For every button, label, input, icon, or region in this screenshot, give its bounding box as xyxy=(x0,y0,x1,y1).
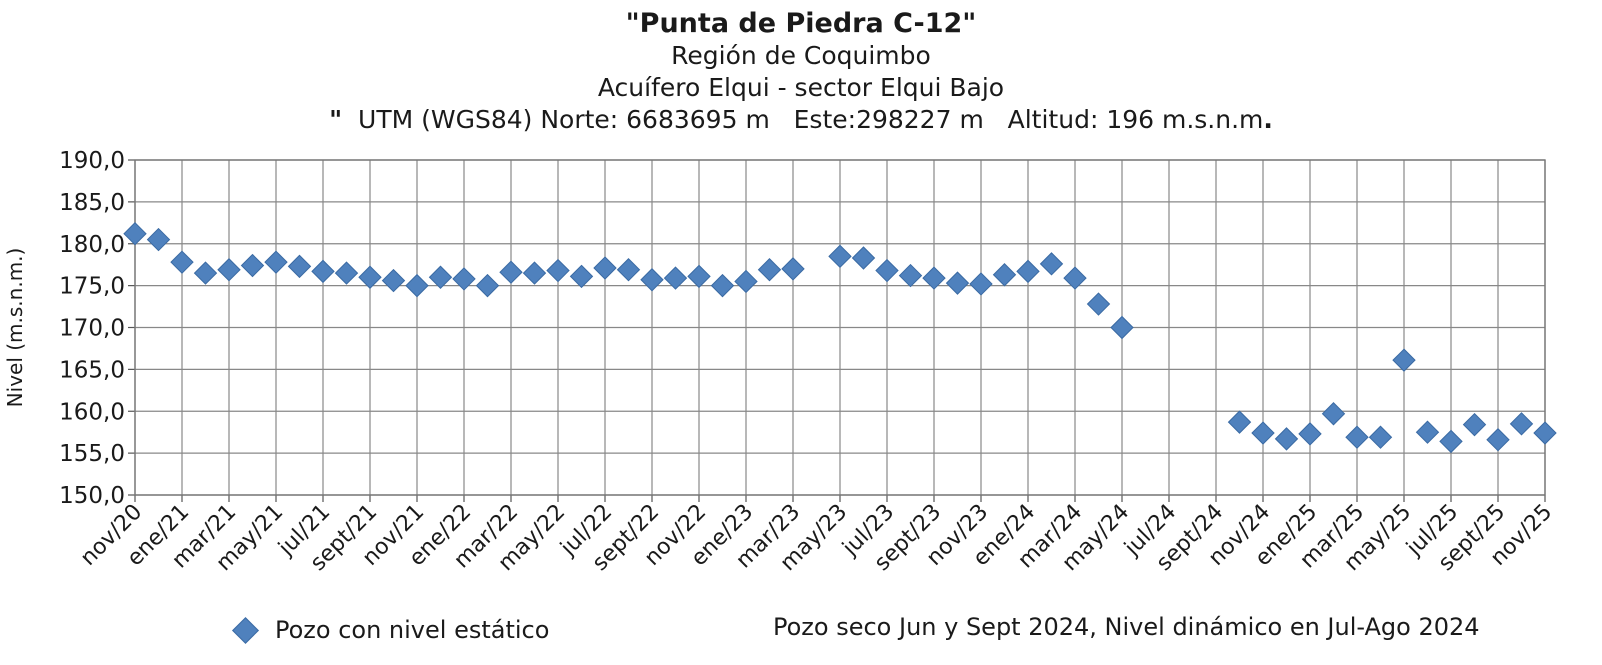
data-point xyxy=(710,273,735,298)
data-point xyxy=(1345,425,1369,449)
data-point xyxy=(945,271,970,295)
data-point xyxy=(828,244,852,269)
chart-subtitle-coords-line: " UTM (WGS84) Norte: 6683695 m Este:2982… xyxy=(0,104,1602,136)
data-point xyxy=(1086,292,1111,316)
chart-title-block: "Punta de Piedra C-12" Región de Coquimb… xyxy=(0,8,1602,136)
data-point xyxy=(663,266,688,290)
data-point xyxy=(428,265,453,289)
data-point xyxy=(1227,410,1252,434)
chart-title: "Punta de Piedra C-12" xyxy=(625,8,977,39)
data-point xyxy=(1016,259,1040,284)
data-point xyxy=(123,221,147,246)
data-point xyxy=(969,272,993,296)
y-tick-label: 150,0 xyxy=(59,483,125,509)
data-point xyxy=(593,256,617,280)
coords-prefix-mark: " xyxy=(329,105,343,134)
data-point xyxy=(405,273,429,298)
data-point xyxy=(616,258,641,282)
data-point xyxy=(1486,428,1510,452)
data-point xyxy=(757,258,782,282)
plot-area-frame xyxy=(134,159,1546,496)
y-tick-label: 160,0 xyxy=(59,399,125,425)
data-point xyxy=(381,268,406,293)
data-point xyxy=(992,263,1017,287)
data-point xyxy=(875,258,899,283)
data-point xyxy=(1251,421,1275,445)
data-point xyxy=(1368,425,1393,449)
data-point xyxy=(640,268,664,292)
data-point xyxy=(1039,252,1064,276)
chart-subtitle-region: Región de Coquimbo xyxy=(671,41,931,70)
data-point xyxy=(569,264,594,289)
data-point xyxy=(475,273,500,298)
y-tick-label: 180,0 xyxy=(59,232,125,258)
y-tick-label: 185,0 xyxy=(59,190,125,216)
data-point xyxy=(1298,422,1322,446)
data-point xyxy=(898,263,923,288)
chart-annotation: Pozo seco Jun y Sept 2024, Nivel dinámic… xyxy=(773,613,1480,641)
data-point xyxy=(922,266,946,290)
y-tick-label: 175,0 xyxy=(59,274,125,300)
data-point xyxy=(358,265,382,289)
data-point xyxy=(287,254,312,279)
y-tick-label: 155,0 xyxy=(59,441,125,467)
data-point xyxy=(334,261,359,285)
y-tick-label: 170,0 xyxy=(59,316,125,342)
data-point xyxy=(522,261,547,285)
y-axis-label: Nivel (m.s.n.m.) xyxy=(3,248,27,408)
data-point xyxy=(1533,421,1557,445)
coords-suffix-mark: . xyxy=(1263,105,1273,134)
data-point xyxy=(734,269,758,294)
data-point xyxy=(1462,412,1487,437)
data-point xyxy=(240,253,265,278)
data-point xyxy=(452,267,476,291)
data-point xyxy=(546,258,570,283)
data-point xyxy=(264,250,288,274)
data-point xyxy=(687,264,711,289)
chart-subtitle-coords: UTM (WGS84) Norte: 6683695 m Este:298227… xyxy=(358,105,1264,134)
y-tick-label: 190,0 xyxy=(59,148,125,174)
data-point xyxy=(217,258,241,282)
data-point xyxy=(1415,420,1440,444)
data-point xyxy=(499,260,523,284)
legend-label: Pozo con nivel estático xyxy=(275,616,550,644)
data-point xyxy=(1063,266,1087,290)
data-point xyxy=(193,261,218,285)
y-tick-label: 165,0 xyxy=(59,357,125,383)
data-point xyxy=(1274,427,1299,451)
data-point xyxy=(170,250,194,274)
data-point xyxy=(781,257,805,281)
chart-legend: Pozo con nivel estático xyxy=(232,616,550,644)
data-point xyxy=(1110,315,1134,340)
chart-subtitle-aquifer: Acuífero Elqui - sector Elqui Bajo xyxy=(597,73,1005,102)
data-point xyxy=(1392,348,1416,372)
data-point xyxy=(146,227,171,252)
data-point xyxy=(1509,412,1534,436)
data-point xyxy=(311,259,335,284)
data-point xyxy=(1321,402,1346,426)
data-point xyxy=(851,246,876,270)
legend-diamond-marker xyxy=(232,616,259,644)
data-point xyxy=(1439,429,1463,454)
